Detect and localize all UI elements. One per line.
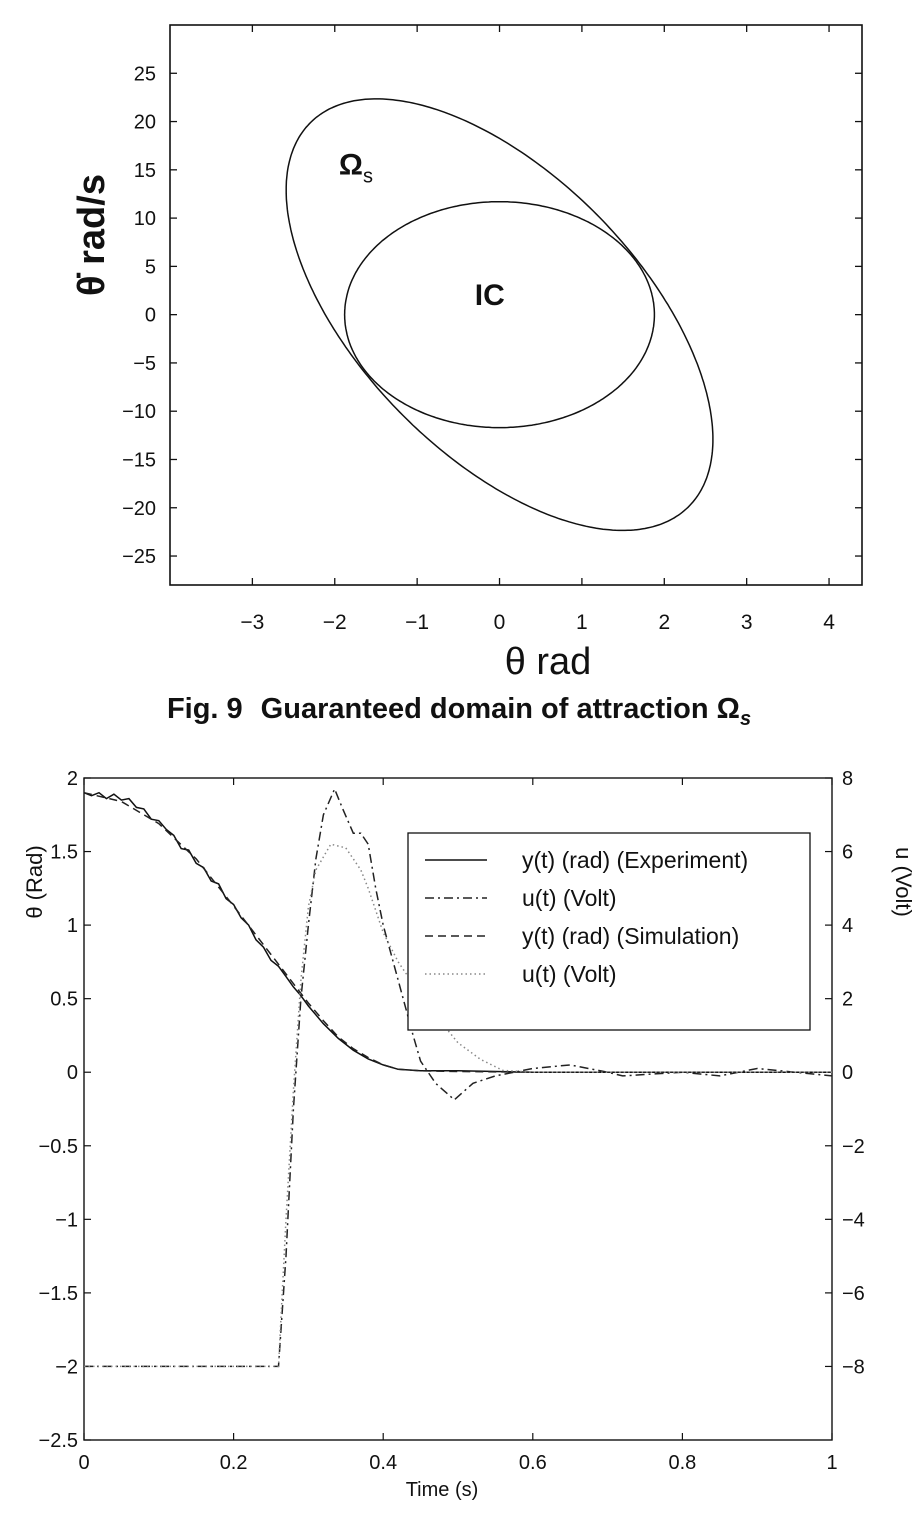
left-y-tick-label: −0.5: [39, 1136, 78, 1158]
y-tick-label: −10: [122, 401, 156, 423]
right-y-tick-label: 6: [842, 842, 853, 864]
plot-frame: [83, 777, 833, 1441]
y-tick-label: 25: [134, 63, 156, 85]
x-tick-label: 1: [826, 1452, 837, 1474]
series-line-dashdot: [84, 787, 833, 1368]
y-tick-label: −25: [122, 546, 156, 568]
right-y-tick-label: −6: [842, 1283, 865, 1305]
left-y-tick-label: −1: [55, 1209, 78, 1231]
series-line-solid: [83, 791, 832, 1073]
left-y-tick-label: 0.5: [50, 989, 78, 1011]
caption-prefix: Fig. 9: [167, 693, 243, 725]
y-tick-label: −5: [133, 353, 156, 375]
y-tick-label: −20: [122, 498, 156, 520]
annotation-label: IC: [475, 279, 505, 312]
left-y-tick-label: −2: [55, 1356, 78, 1378]
left-y-tick-label: 0: [67, 1062, 78, 1084]
bottom-right-y-axis-label: u (Volt): [891, 847, 916, 917]
x-tick-label: 0.8: [668, 1452, 696, 1474]
x-tick-label: 0.6: [519, 1452, 547, 1474]
series-line-dotted: [84, 843, 832, 1368]
ellipse-omega-s: [285, 98, 714, 532]
y-tick-label: 0: [145, 305, 156, 327]
legend-label: u(t) (Volt): [522, 885, 617, 911]
right-y-tick-label: −4: [842, 1209, 865, 1231]
annotation-subscript: s: [363, 166, 373, 188]
bottom-left-y-axis-label: θ (Rad): [22, 845, 47, 918]
x-tick-label: 0: [78, 1452, 89, 1474]
top-y-axis-label: θ̇ rad/s: [71, 174, 113, 296]
ellipse-ic: [343, 200, 656, 429]
x-tick-label: 1: [576, 611, 588, 634]
y-tick-label: 15: [134, 160, 156, 182]
right-y-tick-label: 0: [842, 1062, 853, 1084]
left-y-tick-label: 1.5: [50, 842, 78, 864]
left-y-tick-label: −1.5: [39, 1283, 78, 1305]
legend: y(t) (rad) (Experiment) u(t) (Volt) y(t) (…: [407, 832, 811, 1031]
legend-label: u(t) (Volt): [522, 961, 617, 987]
legend-label: y(t) (rad) (Experiment): [522, 847, 748, 873]
legend-label: y(t) (rad) (Simulation): [522, 923, 739, 949]
y-tick-label: 10: [134, 208, 156, 230]
left-y-tick-label: 1: [67, 915, 78, 937]
annotation-label: Ωs: [339, 149, 373, 188]
left-y-tick-label: 2: [67, 768, 78, 790]
right-y-tick-label: 4: [842, 915, 853, 937]
top-x-axis-label: θ rad: [505, 641, 592, 683]
x-tick-label: 2: [658, 611, 670, 634]
plot-frame: [169, 24, 863, 586]
right-y-tick-label: −8: [842, 1356, 865, 1378]
x-tick-label: −1: [405, 611, 429, 634]
y-tick-label: 5: [145, 256, 156, 278]
right-y-tick-label: 2: [842, 989, 853, 1011]
x-tick-label: 0: [494, 611, 506, 634]
left-y-tick-label: −2.5: [39, 1430, 78, 1452]
caption-subscript: s: [740, 708, 751, 730]
x-tick-label: −3: [240, 611, 264, 634]
x-tick-label: 0.2: [220, 1452, 248, 1474]
caption-text: Guaranteed domain of attraction Ω: [261, 693, 740, 725]
bottom-x-axis-label: Time (s): [406, 1479, 479, 1501]
figure-caption: Fig. 9 Guaranteed domain of attraction Ωs: [167, 693, 751, 730]
right-y-tick-label: 8: [842, 768, 853, 790]
y-tick-label: −15: [122, 449, 156, 471]
x-tick-label: 0.4: [369, 1452, 397, 1474]
legend-box: [407, 832, 811, 1031]
x-tick-label: −2: [323, 611, 347, 634]
x-tick-label: 4: [823, 611, 835, 634]
time-response-plot: 0 0.2 0.4 0.6 0.8 1 −2.5 −2 −1.5 −1 −0.5 0 0.5 1 1.5 2 −…: [39, 768, 865, 1474]
y-tick-label: 20: [134, 112, 156, 134]
x-tick-label: 3: [741, 611, 753, 634]
right-y-tick-label: −2: [842, 1136, 865, 1158]
